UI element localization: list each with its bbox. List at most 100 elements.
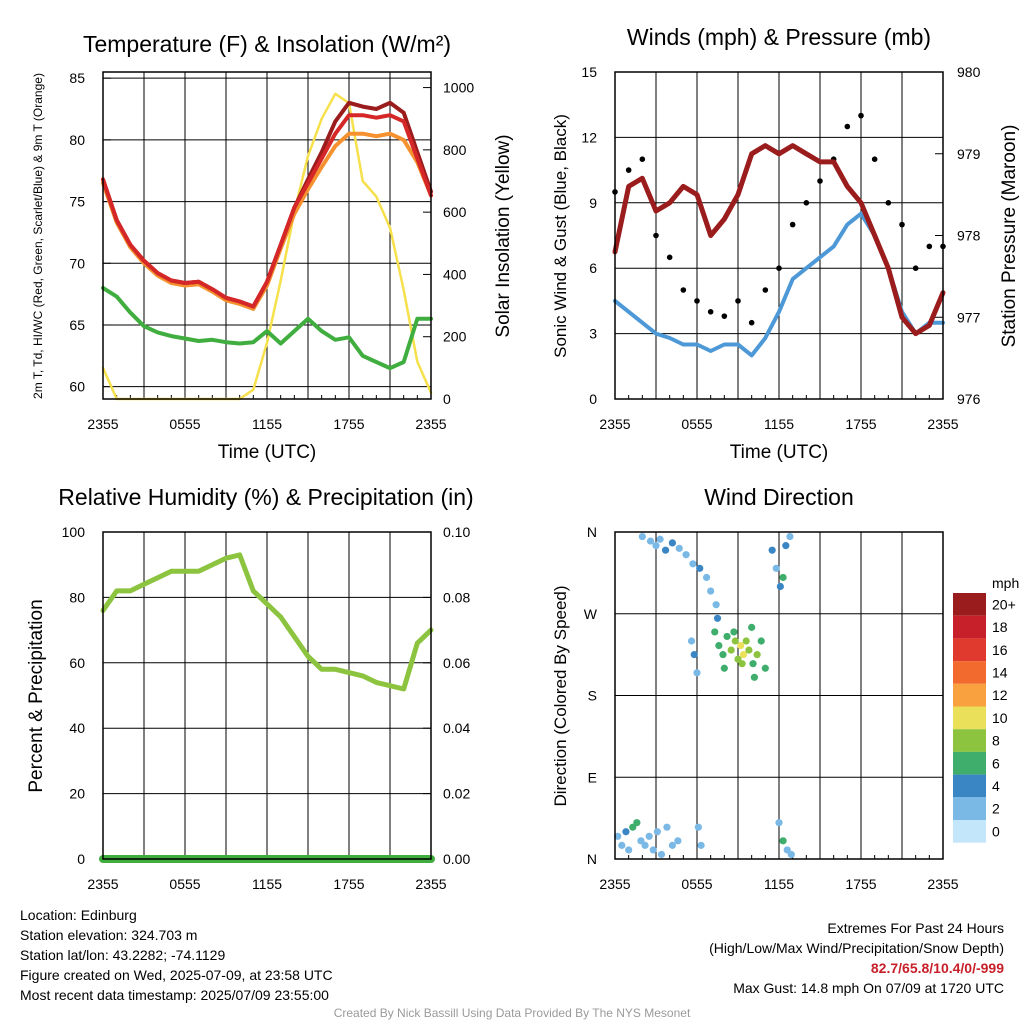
direction-point [768, 546, 776, 554]
direction-point [749, 660, 757, 668]
y-axis-label: 2m T, Td, HI/WC (Red, Green, Scarlet/Blu… [31, 73, 45, 399]
plot-frame [102, 531, 432, 860]
legend-label: 14 [992, 664, 1008, 680]
legend-label: 4 [992, 778, 1000, 794]
direction-point [618, 841, 626, 849]
direction-point [663, 823, 671, 831]
max-gust: Max Gust: 14.8 mph On 07/09 at 1720 UTC [733, 980, 1004, 996]
x-tick-label: 0555 [169, 876, 200, 892]
y2-tick-label: 0.10 [443, 524, 470, 540]
series-relative-humidity [100, 552, 434, 692]
direction-point [739, 651, 748, 659]
x-tick-label: 1155 [764, 416, 794, 432]
legend-swatch [953, 751, 986, 775]
direction-point [730, 628, 738, 636]
panel-rh: 2355 0555 1155 1755 23550204060801000.000.02… [26, 484, 474, 892]
legend-swatch [953, 797, 986, 820]
legend-label: 0 [992, 823, 1000, 839]
legend-label: 8 [992, 733, 1000, 749]
station-latlon: Station lat/lon: 43.2282; -74.1129 [20, 947, 226, 963]
x-tick-label: 0555 [681, 416, 712, 432]
y2-tick-label: 1000 [443, 80, 474, 96]
gust-point [858, 112, 864, 119]
direction-point [625, 846, 633, 854]
direction-point [753, 651, 761, 659]
direction-point [675, 544, 683, 552]
gust-point [762, 287, 769, 293]
legend-swatch [953, 683, 986, 707]
chart-title: Wind Direction [704, 484, 854, 510]
y2-axis-label: Solar Insolation (Yellow) [493, 134, 514, 337]
direction-point [682, 551, 690, 559]
direction-point [614, 832, 622, 840]
x-tick-label: 1755 [333, 876, 364, 892]
gust-point [639, 156, 646, 162]
direction-point [742, 637, 750, 645]
y2-tick-label: 200 [443, 329, 467, 345]
y2-tick-label: 0.04 [443, 720, 470, 736]
y-tick-label: 80 [69, 132, 85, 148]
y-axis-label: Direction (Colored By Speed) [551, 585, 570, 806]
x-tick-label: 2355 [415, 416, 446, 432]
y-tick-label: S [588, 688, 597, 704]
y-tick-label: W [584, 606, 598, 622]
x-tick-label: 1755 [333, 416, 364, 432]
credit-line: Created By Nick Bassill Using Data Provi… [333, 1006, 691, 1020]
recent-timestamp: Most recent data timestamp: 2025/07/09 2… [20, 987, 329, 1003]
direction-point [779, 837, 787, 845]
station-elevation: Station elevation: 324.703 m [20, 927, 198, 943]
direction-point [697, 841, 705, 849]
y-tick-label: N [587, 851, 597, 867]
gust-point [885, 200, 892, 206]
direction-point [719, 651, 727, 659]
gust-point [707, 309, 714, 315]
y-tick-label: 12 [581, 129, 597, 145]
y2-tick-label: 0.08 [443, 589, 470, 605]
direction-point [727, 646, 735, 654]
gust-point [680, 287, 687, 293]
x-tick-label: 1155 [252, 416, 282, 432]
y2-tick-label: 976 [957, 391, 981, 407]
gust-point [748, 319, 755, 326]
legend-label: 12 [992, 687, 1008, 703]
direction-point [712, 601, 720, 609]
gust-point [817, 178, 823, 184]
x-tick-label: 2355 [415, 876, 446, 892]
y2-tick-label: 978 [957, 228, 981, 244]
direction-point [702, 573, 711, 582]
direction-point [723, 632, 731, 641]
gust-point [789, 221, 796, 228]
y2-tick-label: 0.00 [443, 851, 470, 867]
gust-point [666, 254, 673, 261]
direction-point [748, 623, 756, 631]
legend-swatch [953, 774, 986, 798]
gust-point [694, 298, 700, 304]
direction-point [786, 532, 794, 541]
direction-point [745, 646, 753, 654]
y-tick-label: 15 [581, 64, 597, 80]
legend-label: 10 [992, 710, 1008, 726]
direction-point [674, 837, 682, 845]
gust-point [926, 243, 933, 250]
plot-frame [614, 71, 944, 400]
x-tick-label: 2355 [87, 416, 118, 432]
chart-title: Temperature (F) & Insolation (W/m²) [83, 31, 451, 57]
direction-point [622, 828, 630, 836]
direction-point [711, 628, 719, 636]
direction-point [782, 542, 790, 550]
legend-label: 2 [992, 801, 1000, 817]
y-tick-label: 20 [69, 786, 85, 802]
y-tick-label: 75 [69, 194, 85, 210]
legend-label: 6 [992, 755, 1000, 771]
y-axis-label: Sonic Wind & Gust (Blue, Black) [551, 114, 570, 358]
y-tick-label: 85 [69, 70, 85, 86]
legend-swatch [953, 706, 986, 730]
y-tick-label: 60 [69, 655, 85, 671]
extremes-panel: Extremes For Past 24 Hours (High/Low/Max… [709, 918, 1004, 998]
y-tick-label: 0 [589, 391, 597, 407]
plot-frame [614, 531, 944, 860]
series-temp-2m [101, 113, 433, 309]
gust-point [625, 167, 632, 173]
y-tick-label: 3 [589, 326, 597, 342]
